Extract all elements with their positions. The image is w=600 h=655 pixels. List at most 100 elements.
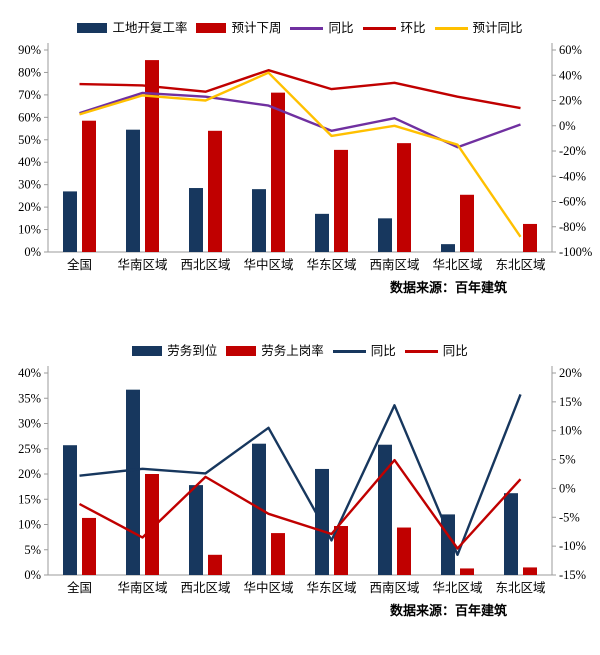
chart2-legend: 劳务到位 劳务上岗率 同比 同比 (0, 343, 600, 359)
legend-label: 环比 (400, 21, 426, 35)
category-label: 全国 (67, 257, 92, 272)
category-label: 全国 (67, 580, 92, 595)
left-tick-label: 15% (18, 492, 41, 506)
construction-resumption-chart-canvas: 0% 10% 20% 30% 40% 50% 60% 70% 80% 90% -100% -80% -6… (18, 43, 592, 295)
bar-工地开复工率-华北区域 (441, 244, 455, 252)
bar-工地开复工率-西北区域 (189, 188, 203, 252)
category-label: 华中区域 (243, 257, 293, 272)
bar-劳务上岗率-全国 (82, 517, 96, 575)
right-tick-label: 10% (559, 424, 582, 438)
bar-预计下周-华中区域 (271, 92, 285, 252)
bar-劳务到位-西北区域 (189, 485, 203, 575)
left-tick-label: 70% (18, 88, 41, 102)
bar-工地开复工率-西南区域 (378, 218, 392, 252)
construction-resumption-chart-block: 工地开复工率 预计下周 同比 环比 预计同比 0% 10% 20% 30% 40% 50%… (0, 0, 600, 303)
left-tick-label: 0% (24, 568, 41, 582)
bar-预计下周-华北区域 (460, 194, 474, 252)
bar-预计下周-全国 (82, 120, 96, 252)
category-label: 西北区域 (180, 258, 230, 272)
left-tick-label: 90% (18, 43, 41, 57)
legend-item-expected-next-week: 预计下周 (196, 20, 281, 36)
bar-劳务到位-全国 (63, 445, 77, 575)
category-label: 华南区域 (117, 580, 167, 595)
legend-item-yoy: 同比 (290, 20, 354, 36)
category-label: 西北区域 (180, 581, 230, 595)
bar-预计下周-西南区域 (397, 143, 411, 252)
right-tick-label: 60% (559, 43, 582, 57)
left-tick-label: 20% (18, 467, 41, 481)
bar-工地开复工率-华中区域 (252, 189, 266, 252)
left-tick-label: 0% (24, 245, 41, 259)
right-tick-label: -5% (559, 510, 580, 524)
labor-chart-canvas: 0% 5% 10% 15% 20% 25% 30% 35% 40% -15% -10% -5% 0% 5%… (18, 366, 586, 618)
bar-工地开复工率-华东区域 (315, 213, 329, 252)
category-label: 东北区域 (495, 258, 545, 272)
red-line-swatch (362, 26, 396, 30)
left-tick-label: 30% (18, 178, 41, 192)
legend-item-labor-arrival: 劳务到位 (132, 343, 217, 359)
line-series-2-预计同比 (79, 71, 522, 238)
right-tick-label: 15% (559, 395, 582, 409)
left-tick-label: 50% (18, 133, 41, 147)
right-tick-label: 0% (559, 119, 576, 133)
right-tick-label: -40% (559, 169, 586, 183)
left-tick-label: 80% (18, 65, 41, 79)
red-line-swatch (404, 349, 438, 353)
legend-item-labor-onduty-rate: 劳务上岗率 (226, 343, 324, 359)
bar-预计下周-东北区域 (523, 223, 537, 252)
legend-label: 劳务到位 (167, 344, 218, 358)
left-tick-label: 40% (18, 366, 41, 380)
bar-预计下周-西北区域 (208, 130, 222, 252)
left-tick-label: 5% (24, 543, 41, 557)
bar-劳务到位-西南区域 (378, 444, 392, 575)
line-series-1-环比 (79, 69, 521, 110)
bar-劳务到位-东北区域 (504, 493, 518, 575)
category-label: 华南区域 (117, 257, 167, 272)
bar-预计下周-华南区域 (145, 60, 159, 252)
legend-label: 同比 (442, 344, 468, 358)
source-note: 数据来源：百年建筑 (390, 603, 507, 618)
red-bar-swatch (226, 346, 257, 356)
category-label: 华东区域 (306, 580, 356, 595)
red-bar-swatch (196, 23, 227, 33)
right-tick-label: -60% (559, 195, 586, 209)
category-label: 东北区域 (495, 581, 545, 595)
yellow-line-swatch (434, 26, 468, 30)
right-tick-label: 0% (559, 481, 576, 495)
bar-劳务上岗率-东北区域 (523, 567, 537, 575)
left-tick-label: 20% (18, 200, 41, 214)
right-tick-label: 20% (559, 366, 582, 380)
bar-劳务上岗率-西北区域 (208, 554, 222, 575)
legend-item-mom: 环比 (362, 20, 426, 36)
category-label: 华北区域 (432, 580, 482, 595)
legend-label: 同比 (328, 21, 354, 35)
legend-item-site-resumption-rate: 工地开复工率 (77, 20, 187, 36)
category-label: 西南区域 (369, 257, 419, 272)
category-label: 华东区域 (306, 257, 356, 272)
legend-label: 同比 (370, 344, 396, 358)
bar-劳务上岗率-西南区域 (397, 527, 411, 575)
category-label: 华中区域 (243, 580, 293, 595)
left-tick-label: 10% (18, 223, 41, 237)
bar-劳务上岗率-华南区域 (145, 474, 159, 575)
right-tick-label: -20% (559, 144, 586, 158)
labor-chart-block: 劳务到位 劳务上岗率 同比 同比 0% 5% 10% 15% 20% 25% 30% 35% 4… (0, 303, 600, 626)
navy-bar-swatch (77, 23, 108, 33)
right-tick-label: -100% (559, 245, 592, 259)
bar-劳务到位-华南区域 (126, 389, 140, 575)
right-tick-label: 5% (559, 453, 576, 467)
legend-item-yoy-navy: 同比 (332, 343, 396, 359)
left-tick-label: 30% (18, 417, 41, 431)
left-tick-label: 10% (18, 518, 41, 532)
left-tick-label: 25% (18, 442, 41, 456)
right-tick-label: 20% (559, 94, 582, 108)
legend-label: 劳务上岗率 (261, 344, 324, 358)
purple-line-swatch (290, 26, 324, 30)
right-tick-label: 40% (559, 68, 582, 82)
legend-label: 工地开复工率 (112, 21, 188, 35)
right-tick-label: -80% (559, 220, 586, 234)
bar-工地开复工率-华南区域 (126, 129, 140, 252)
left-tick-label: 60% (18, 110, 41, 124)
bar-劳务上岗率-华东区域 (334, 526, 348, 575)
bar-预计下周-华东区域 (334, 149, 348, 252)
